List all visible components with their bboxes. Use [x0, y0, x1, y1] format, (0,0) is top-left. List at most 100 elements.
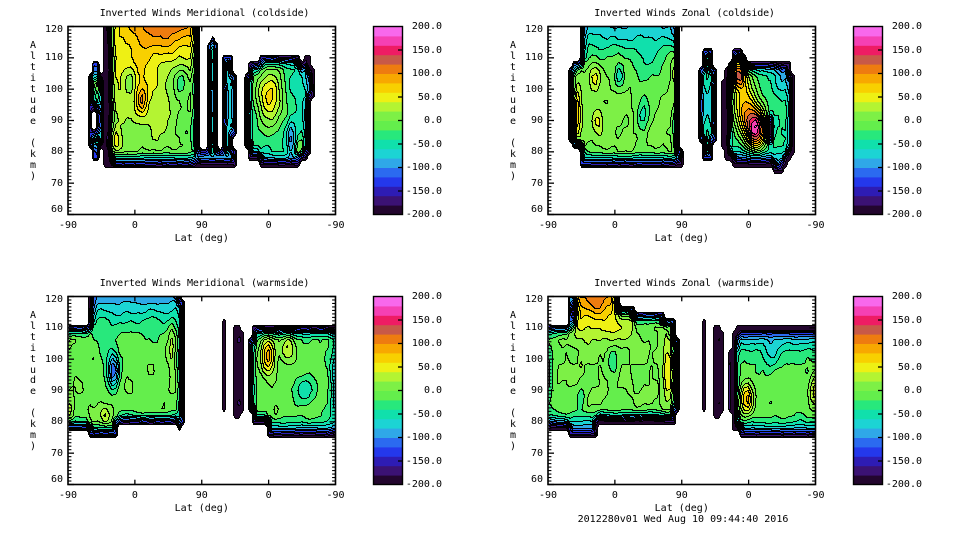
y-tick-label: 110 [44, 322, 63, 334]
plot-title: Inverted Winds Meridional (warmside) [99, 278, 310, 289]
x-tick-label: 90 [675, 490, 688, 501]
contour-field-canvas [69, 297, 335, 484]
colorbar-band [853, 334, 883, 344]
colorbar-band [853, 437, 883, 448]
colorbar-band [373, 92, 403, 103]
colorbar-tick-label: -200.0 [405, 479, 442, 490]
colorbar-band [853, 158, 883, 168]
colorbar-tick-label: 50.0 [417, 361, 442, 373]
colorbar-band [853, 111, 883, 121]
colorbar-tick-label: 200.0 [891, 21, 922, 32]
colorbar-band [373, 390, 403, 401]
colorbar-tick-label: 100.0 [891, 68, 922, 79]
colorbar-band [373, 54, 403, 65]
colorbar-band [373, 111, 403, 121]
colorbar-band [373, 437, 403, 448]
x-tick-label: 0 [265, 220, 272, 231]
colorbar-band [373, 324, 403, 335]
colorbar-band [373, 139, 403, 150]
y-tick-label: 100 [44, 353, 63, 365]
y-tick-label: 110 [524, 52, 543, 64]
y-tick-label: 70 [530, 447, 543, 459]
x-tick-label: -90 [326, 490, 345, 501]
colorbar-band [853, 409, 883, 420]
colorbar-band [853, 45, 883, 56]
plot-frame [547, 25, 817, 216]
colorbar-band [853, 315, 883, 326]
x-tick-label: 0 [611, 220, 618, 231]
colorbar-band [853, 371, 883, 382]
colorbar-band [853, 64, 883, 74]
colorbar-band [373, 129, 403, 140]
y-tick-label: 80 [530, 416, 543, 428]
y-tick-label: 100 [44, 83, 63, 95]
x-tick-label: 0 [745, 490, 752, 501]
y-tick-label: 70 [530, 177, 543, 189]
colorbar-tick-label: -200.0 [405, 209, 442, 220]
y-tick-label: 120 [44, 24, 63, 35]
x-tick-label: 0 [131, 490, 138, 501]
contour-field-canvas [69, 27, 335, 214]
colorbar-tick-label: -200.0 [885, 209, 922, 220]
colorbar-band [853, 120, 883, 131]
y-tick-label: 80 [50, 146, 63, 158]
colorbar-band [373, 195, 403, 206]
colorbar-tick-label: -150.0 [405, 185, 442, 197]
contour-field-canvas [549, 297, 815, 484]
colorbar-tick-label: 50.0 [897, 361, 922, 373]
colorbar-tick-label: -100.0 [405, 162, 442, 173]
colorbar-band [853, 390, 883, 401]
colorbar-tick-label: 0.0 [903, 385, 922, 396]
colorbar-band [853, 456, 883, 467]
colorbar-band [373, 186, 403, 197]
x-axis-label: Lat (deg) [174, 232, 229, 244]
colorbar-tick-label: 0.0 [903, 115, 922, 126]
colorbar-band [853, 352, 883, 363]
colorbar-band [853, 92, 883, 103]
colorbar-band [373, 409, 403, 420]
colorbar-tick-label: 150.0 [891, 314, 922, 326]
colorbar-band [373, 176, 403, 187]
y-tick-label: 60 [530, 204, 543, 215]
colorbar-tick-label: -100.0 [885, 162, 922, 173]
y-tick-label: 120 [524, 24, 543, 35]
colorbar-band [373, 101, 403, 112]
colorbar-band [373, 148, 403, 159]
colorbar-band [373, 305, 403, 316]
colorbar-band [853, 186, 883, 197]
y-tick-label: 90 [530, 385, 543, 396]
y-tick-label: 120 [44, 294, 63, 305]
x-tick-label: 0 [265, 490, 272, 501]
contour-field-canvas [549, 27, 815, 214]
x-tick-label: 0 [745, 220, 752, 231]
colorbar-tick-label: 150.0 [411, 314, 442, 326]
y-tick-label: 110 [44, 52, 63, 64]
colorbar-band [373, 456, 403, 467]
y-tick-label: 90 [50, 115, 63, 126]
plot-frame [67, 295, 337, 486]
colorbar-tick-label: 150.0 [411, 44, 442, 56]
colorbar-band [373, 334, 403, 344]
colorbar-band [853, 176, 883, 187]
axes-layer [547, 295, 884, 486]
colorbar-band [853, 475, 883, 485]
colorbar-band [373, 120, 403, 131]
colorbar-tick-label: 200.0 [411, 291, 442, 302]
colorbar-band [373, 343, 403, 354]
x-axis-label: Lat (deg) [654, 502, 709, 514]
x-tick-label: -90 [58, 490, 78, 501]
colorbar-band [853, 101, 883, 112]
colorbar-band [373, 418, 403, 429]
colorbar-tick-label: 100.0 [411, 68, 442, 79]
x-tick-label: 0 [131, 220, 138, 231]
colorbar-band [853, 35, 883, 46]
axes-layer [67, 25, 404, 216]
y-tick-label: 90 [530, 115, 543, 126]
colorbar-tick-label: -150.0 [885, 185, 922, 197]
